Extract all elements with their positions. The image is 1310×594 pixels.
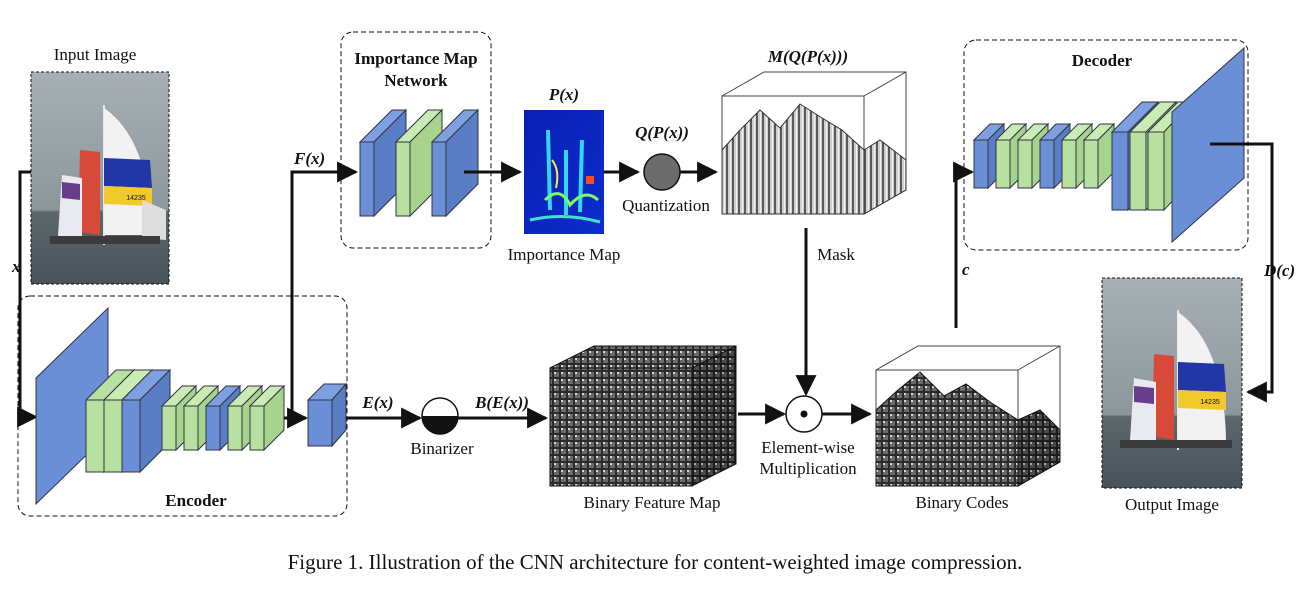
fx-label: F(x) [293, 149, 325, 168]
importance-network-box [340, 31, 492, 249]
qpx-label: Q(P(x)) [635, 123, 689, 142]
importance-map-image [524, 110, 604, 234]
elementwise-label-line1: Element-wise [761, 438, 854, 457]
bex-label: B(E(x)) [474, 393, 529, 412]
quantizer-icon [643, 153, 681, 191]
c-arrow [953, 161, 975, 328]
decoder-layers [972, 46, 1245, 244]
binary-codes-label: Binary Codes [915, 493, 1008, 512]
importance-map-label: Importance Map [508, 245, 621, 264]
output-image-label: Output Image [1125, 495, 1219, 514]
importance-layer [430, 108, 480, 218]
encoder-layer [248, 384, 286, 452]
x-arrow [17, 170, 39, 428]
encoder-box [17, 295, 348, 517]
binary-feature-map-label: Binary Feature Map [584, 493, 721, 512]
dc-label: D(c) [1263, 261, 1295, 280]
elementwise-label-line2: Multiplication [759, 459, 857, 478]
decoder-layer [1082, 122, 1116, 190]
importance-network-layers [358, 108, 480, 218]
input-sail-number: 14235 [126, 195, 146, 202]
c-label: c [962, 260, 970, 279]
figure-caption: Figure 1. Illustration of the CNN archit… [287, 550, 1023, 574]
mask-label: Mask [817, 245, 855, 264]
quantization-label: Quantization [622, 196, 710, 215]
binary-codes-volume [875, 345, 1061, 487]
binarizer-label: Binarizer [410, 439, 474, 458]
output-sail-number: 14235 [1200, 399, 1220, 406]
ex-label: E(x) [361, 393, 393, 412]
fx-arrow [290, 161, 359, 418]
importance-network-title-line1: Importance Map [354, 49, 477, 68]
decoder-label: Decoder [1072, 51, 1133, 70]
output-image: 14235 [1101, 277, 1243, 489]
mask-volume [721, 71, 907, 215]
input-image: 14235 [30, 71, 170, 285]
encoder-layer [306, 382, 348, 448]
importance-network-title-line2: Network [384, 71, 448, 90]
elementwise-multiply-icon [785, 395, 823, 433]
dc-arrow [1210, 142, 1274, 403]
binary-feature-map-cube [549, 345, 737, 487]
binarizer-icon [421, 397, 459, 435]
input-image-label: Input Image [54, 45, 137, 64]
px-label: P(x) [548, 85, 579, 104]
x-label: x [11, 257, 21, 276]
encoder-label: Encoder [165, 491, 227, 510]
mqpx-label: M(Q(P(x))) [767, 47, 848, 66]
decoder-layer [1171, 46, 1245, 244]
encoder-layers [35, 306, 348, 506]
